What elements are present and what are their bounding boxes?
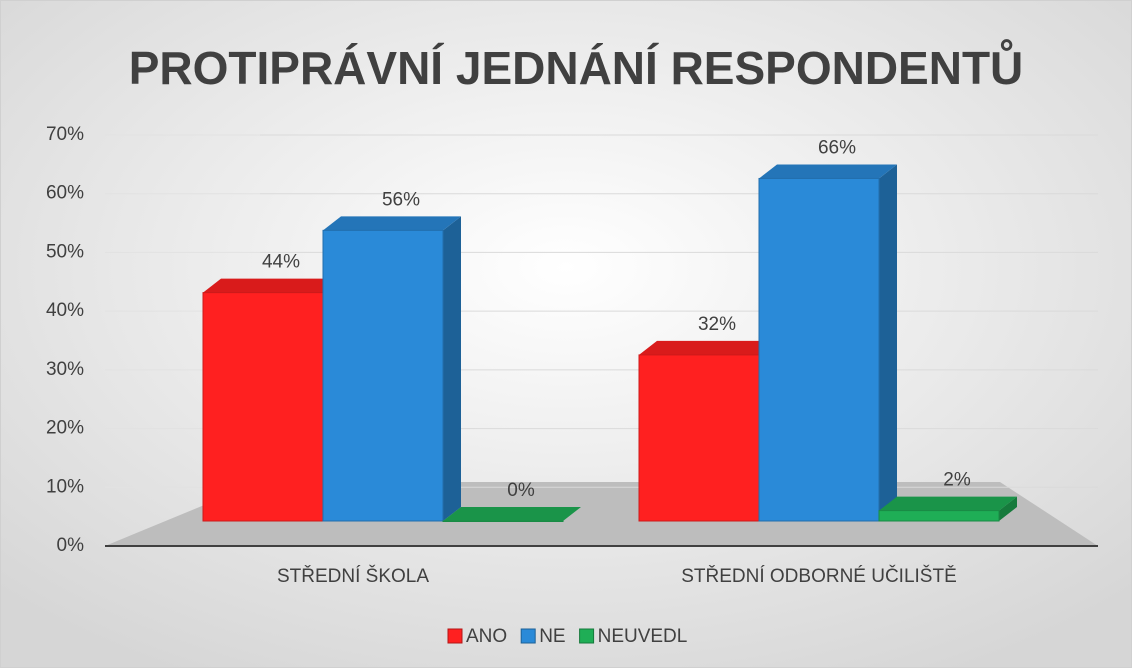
bar-side bbox=[999, 496, 1017, 521]
bar-top bbox=[759, 164, 897, 179]
y-tick-label: 0% bbox=[57, 535, 85, 556]
data-label: 44% bbox=[262, 252, 300, 273]
bar bbox=[322, 229, 444, 522]
legend-swatch bbox=[579, 628, 595, 644]
y-tick-label: 70% bbox=[46, 124, 84, 145]
bar bbox=[202, 292, 324, 522]
y-tick-label: 10% bbox=[46, 476, 84, 497]
data-label: 0% bbox=[507, 480, 535, 501]
legend-swatch bbox=[520, 628, 536, 644]
bar-top bbox=[443, 507, 581, 521]
data-label: 56% bbox=[382, 189, 420, 210]
legend-swatch bbox=[447, 628, 463, 644]
data-label: 66% bbox=[818, 137, 856, 158]
x-tick-label: STŘEDNÍ ŠKOLA bbox=[277, 565, 429, 587]
y-tick-label: 60% bbox=[46, 183, 84, 204]
bar-top bbox=[879, 496, 1017, 511]
legend-label: NE bbox=[539, 626, 565, 647]
bar-side bbox=[443, 216, 461, 522]
data-label: 32% bbox=[698, 314, 736, 335]
bar-top bbox=[323, 216, 461, 231]
data-label: 2% bbox=[943, 470, 971, 491]
bar bbox=[878, 510, 1000, 522]
y-tick-label: 20% bbox=[46, 418, 84, 439]
y-tick-label: 50% bbox=[46, 241, 84, 262]
bar-side bbox=[879, 164, 897, 521]
x-tick-label: STŘEDNÍ ODBORNÉ UČILIŠTĚ bbox=[681, 565, 957, 587]
y-tick-label: 30% bbox=[46, 359, 84, 380]
legend-label: ANO bbox=[466, 626, 507, 647]
bar bbox=[442, 520, 564, 522]
bar-top bbox=[639, 340, 777, 355]
chart-title: PROTIPRÁVNÍ JEDNÁNÍ RESPONDENTŮ bbox=[129, 39, 1024, 94]
bar bbox=[758, 177, 880, 522]
y-tick-label: 40% bbox=[46, 300, 84, 321]
legend-label: NEUVEDL bbox=[598, 626, 688, 647]
bar bbox=[638, 354, 760, 522]
bar-top bbox=[203, 278, 341, 293]
